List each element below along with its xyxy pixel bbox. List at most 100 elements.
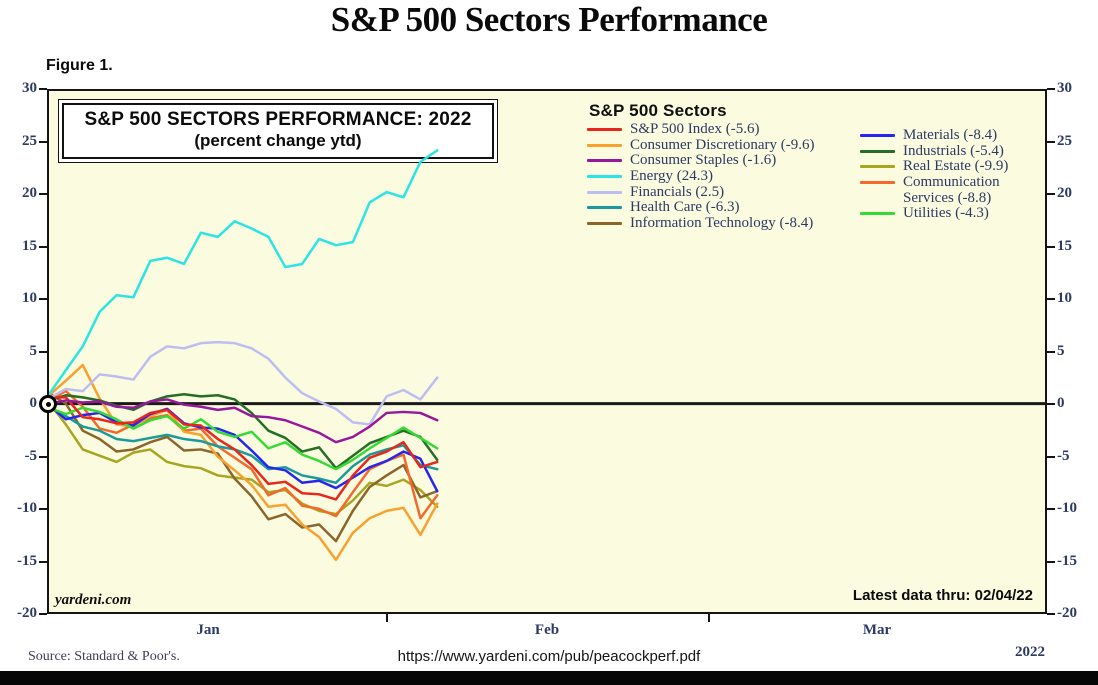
y-axis-tick-right: [1047, 88, 1055, 90]
legend-item: Materials (-8.4): [860, 127, 1052, 144]
series-line-sp500-index: [49, 396, 439, 501]
y-axis-label-left: 30: [22, 80, 37, 96]
y-axis-tick-left: [39, 508, 47, 510]
series-line-energy: [49, 149, 439, 396]
legend-line-swatch: [860, 181, 895, 185]
y-axis-tick-right: [1047, 403, 1055, 405]
y-axis-label-left: -20: [17, 605, 37, 621]
legend-line-swatch: [860, 134, 895, 137]
y-axis-label-left: 20: [22, 185, 37, 201]
y-axis-label-left: 5: [29, 342, 38, 359]
legend-item: Real Estate (-9.9): [860, 159, 1052, 175]
legend-line-swatch: [587, 206, 622, 210]
series-line-materials: [49, 404, 439, 493]
y-axis-tick-left: [39, 88, 47, 90]
x-axis-month-label: Jan: [196, 622, 220, 638]
figure-label: Figure 1.: [46, 57, 113, 74]
legend-item: Consumer Discretionary (-9.6): [587, 136, 860, 154]
y-axis-label-left: 10: [22, 290, 37, 306]
x-axis-year-label: 2022: [1015, 644, 1045, 660]
y-axis-tick-right: [1047, 193, 1055, 195]
legend-line-swatch: [860, 149, 895, 153]
y-axis-label-right: -10: [1057, 500, 1077, 516]
y-axis-label-right: -20: [1057, 605, 1077, 621]
y-axis-tick-right: [1047, 613, 1055, 615]
legend-item-label: Real Estate (-9.9): [903, 158, 1009, 175]
legend-line-swatch: [587, 190, 622, 194]
y-axis-tick-right: [1047, 140, 1055, 143]
legend-item-label: Industrials (-5.4): [903, 142, 1004, 159]
legend-swatch-spacer: [860, 197, 895, 200]
y-axis-label-right: 30: [1057, 80, 1072, 96]
legend-line-swatch: [587, 143, 622, 147]
legend-columns: S&P 500 Index (-5.6) Consumer Discretiona…: [587, 121, 1052, 232]
y-axis-label-left: -10: [17, 500, 37, 516]
y-axis-label-left: 15: [22, 237, 37, 254]
legend-item-label: Consumer Discretionary (-9.6): [630, 136, 815, 153]
y-axis-label-left: -5: [24, 447, 38, 464]
legend-item: Financials (2.5): [587, 184, 860, 201]
y-axis-tick-left: [39, 455, 47, 458]
chart-title-box-inner: S&P 500 SECTORS PERFORMANCE: 2022 (perce…: [62, 103, 494, 159]
series-line-communication-services: [49, 389, 439, 520]
legend-item: Energy (24.3): [587, 169, 860, 185]
y-axis-label-left: 0: [29, 395, 38, 411]
chart-legend: S&P 500 Sectors S&P 500 Index (-5.6) Cons…: [587, 101, 1052, 232]
series-line-health-care: [49, 405, 439, 485]
legend-line-swatch: [860, 165, 895, 169]
footer-url-link[interactable]: https://www.yardeni.com/pub/peacockperf.…: [397, 648, 701, 665]
latest-data-note: Latest data thru: 02/04/22: [852, 587, 1033, 604]
legend-item-label: Information Technology (-8.4): [630, 215, 814, 232]
legend-item: Industrials (-5.4): [860, 142, 1052, 160]
x-axis-month-tick: [708, 614, 710, 622]
y-axis-tick-right: [1047, 508, 1055, 510]
legend-item-label: Consumer Staples (-1.6): [630, 152, 777, 169]
y-axis-label-left: 25: [22, 132, 37, 149]
legend-item-label: Services (-8.8): [903, 189, 992, 206]
legend-item: Consumer Staples (-1.6): [587, 153, 860, 169]
series-line-consumer-staples: [49, 398, 439, 444]
y-axis-tick-right: [1047, 298, 1055, 300]
legend-line-swatch: [587, 128, 622, 131]
y-axis-label-right: 5: [1057, 342, 1065, 359]
legend-item-label: Health Care (-6.3): [630, 199, 740, 216]
legend-line-swatch: [587, 222, 622, 226]
series-line-utilities: [49, 406, 439, 471]
series-line-information-technology: [49, 391, 439, 543]
y-axis-label-left: -15: [17, 552, 37, 569]
x-axis-month-tick: [386, 614, 388, 622]
y-axis-tick-right: [1047, 455, 1055, 458]
y-axis-label-right: 0: [1057, 395, 1065, 411]
legend-title: S&P 500 Sectors: [589, 101, 727, 120]
legend-item-label: Communication: [903, 174, 1000, 191]
bottom-bar: [0, 671, 1098, 685]
legend-item: Communication: [860, 175, 1052, 191]
legend-column: Materials (-8.4) Industrials (-5.4) Real E…: [860, 127, 1052, 232]
y-axis-tick-left: [39, 193, 47, 195]
series-line-financials: [49, 340, 439, 426]
legend-line-swatch: [587, 175, 622, 179]
y-axis-label-right: 25: [1057, 132, 1072, 149]
y-axis-label-right: 20: [1057, 185, 1072, 201]
y-axis-tick-left: [39, 350, 47, 353]
y-axis-label-right: -5: [1057, 447, 1070, 464]
source-note: Source: Standard & Poor's.: [28, 649, 180, 664]
x-axis-month-label: Mar: [862, 622, 892, 638]
watermark: yardeni.com: [55, 592, 132, 608]
y-axis-tick-right: [1047, 245, 1055, 248]
chart-title: S&P 500 SECTORS PERFORMANCE: 2022: [84, 109, 472, 130]
legend-item: Services (-8.8): [860, 189, 1052, 207]
y-axis-label-right: -15: [1057, 552, 1077, 569]
line-chart: [49, 149, 1045, 562]
chart-plot-area: S&P 500 SECTORS PERFORMANCE: 2022 (perce…: [39, 89, 1047, 614]
legend-line-swatch: [587, 159, 622, 163]
y-axis-tick-left: [39, 245, 47, 248]
y-axis-tick-right: [1047, 350, 1055, 353]
y-axis-tick-right: [1047, 560, 1055, 563]
y-axis-label-right: 10: [1057, 290, 1072, 306]
legend-item-label: Energy (24.3): [630, 168, 714, 185]
chart-title-box: S&P 500 SECTORS PERFORMANCE: 2022 (perce…: [58, 99, 498, 163]
origin-marker: [39, 395, 57, 413]
legend-item: Information Technology (-8.4): [587, 216, 860, 232]
